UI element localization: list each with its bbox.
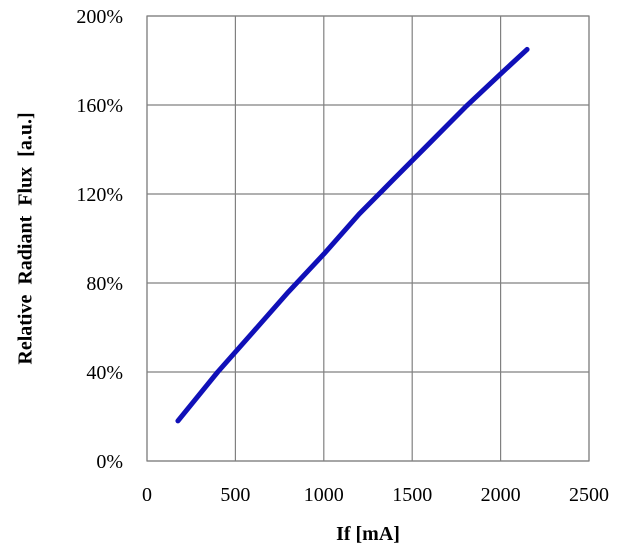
x-tick-label: 2500 (569, 484, 609, 506)
x-tick-label: 1000 (304, 484, 344, 506)
x-tick-label: 500 (220, 484, 250, 506)
y-axis-title: Relative Radiant Flux [a.u.] (15, 112, 37, 364)
series-line (175, 46, 530, 424)
y-tick-label: 80% (86, 273, 123, 295)
x-axis-ticks: 0 500 1000 1500 2000 2500 (142, 484, 609, 506)
y-tick-label: 0% (96, 451, 123, 473)
x-axis-title: If [mA] (336, 523, 400, 545)
y-tick-label: 200% (76, 6, 123, 28)
y-tick-label: 120% (76, 184, 123, 206)
y-axis-ticks: 0% 40% 80% 120% 160% 200% (76, 6, 123, 473)
x-tick-label: 1500 (392, 484, 432, 506)
x-tick-label: 0 (142, 484, 152, 506)
y-tick-label: 160% (76, 95, 123, 117)
plot-border (146, 15, 590, 462)
series-layer (175, 46, 530, 424)
y-tick-label: 40% (86, 362, 123, 384)
x-tick-label: 2000 (481, 484, 521, 506)
